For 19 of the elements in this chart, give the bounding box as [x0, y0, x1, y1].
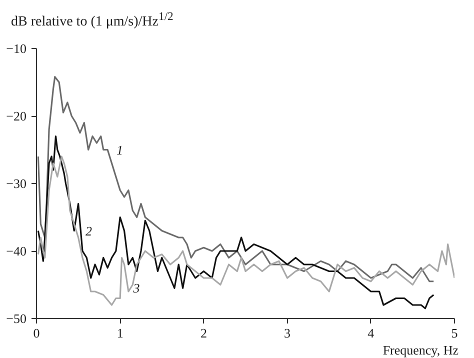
x-tick-label: 0	[33, 326, 40, 340]
line-series	[37, 76, 434, 282]
y-tick-label: −40	[6, 244, 27, 258]
x-axis-title: Frequency, Hz	[382, 342, 459, 358]
y-tick-label: −50	[6, 311, 27, 326]
y-axis-title: dB relative to (1 μm/s)/Hz$^{1/2}$	[11, 9, 174, 32]
line-series	[37, 156, 454, 306]
x-tick-label: 4	[368, 326, 375, 340]
annotation: 2	[86, 223, 93, 238]
x-tick-label: 2	[200, 326, 207, 340]
y-tick-label: −20	[6, 108, 27, 124]
x-tick-label: 1	[116, 326, 124, 340]
x-tick-label: 5	[451, 326, 458, 340]
y-tick-label: −10	[6, 41, 27, 56]
x-tick-label: 3	[284, 326, 291, 340]
line-series	[37, 135, 434, 310]
annotation: 3	[132, 280, 140, 296]
y-tick-label: −30	[6, 176, 27, 191]
annotation: 1	[116, 142, 123, 158]
